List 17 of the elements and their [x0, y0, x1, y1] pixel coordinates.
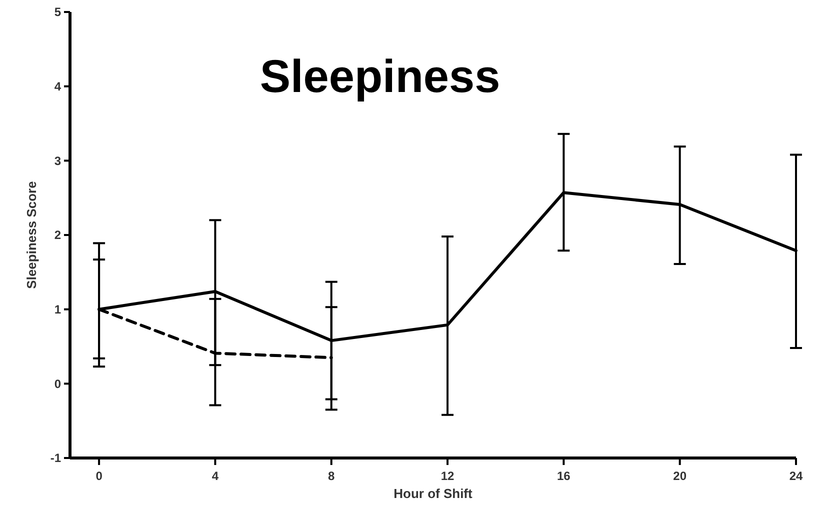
y-tick-label: 5 [54, 5, 62, 20]
x-axis-title: Hour of Shift [394, 486, 474, 501]
y-tick-label: 1 [54, 302, 62, 317]
y-axis-title: Sleepiness Score [24, 181, 39, 289]
x-tick-label: 4 [212, 469, 219, 483]
x-tick-label: 20 [673, 469, 687, 483]
x-tick-label: 24 [789, 469, 803, 483]
x-tick-label: 8 [328, 469, 336, 483]
y-tick-label: 3 [54, 154, 62, 168]
y-tick-label: 4 [54, 80, 62, 94]
y-tick-label: -1 [50, 451, 62, 466]
x-tick-label: 16 [557, 469, 571, 483]
y-tick-label: 0 [54, 376, 62, 391]
x-tick-label: 0 [96, 469, 103, 483]
y-tick-label: 2 [54, 228, 62, 242]
text: Sleepiness [260, 50, 500, 102]
x-tick-label: 12 [440, 469, 455, 483]
